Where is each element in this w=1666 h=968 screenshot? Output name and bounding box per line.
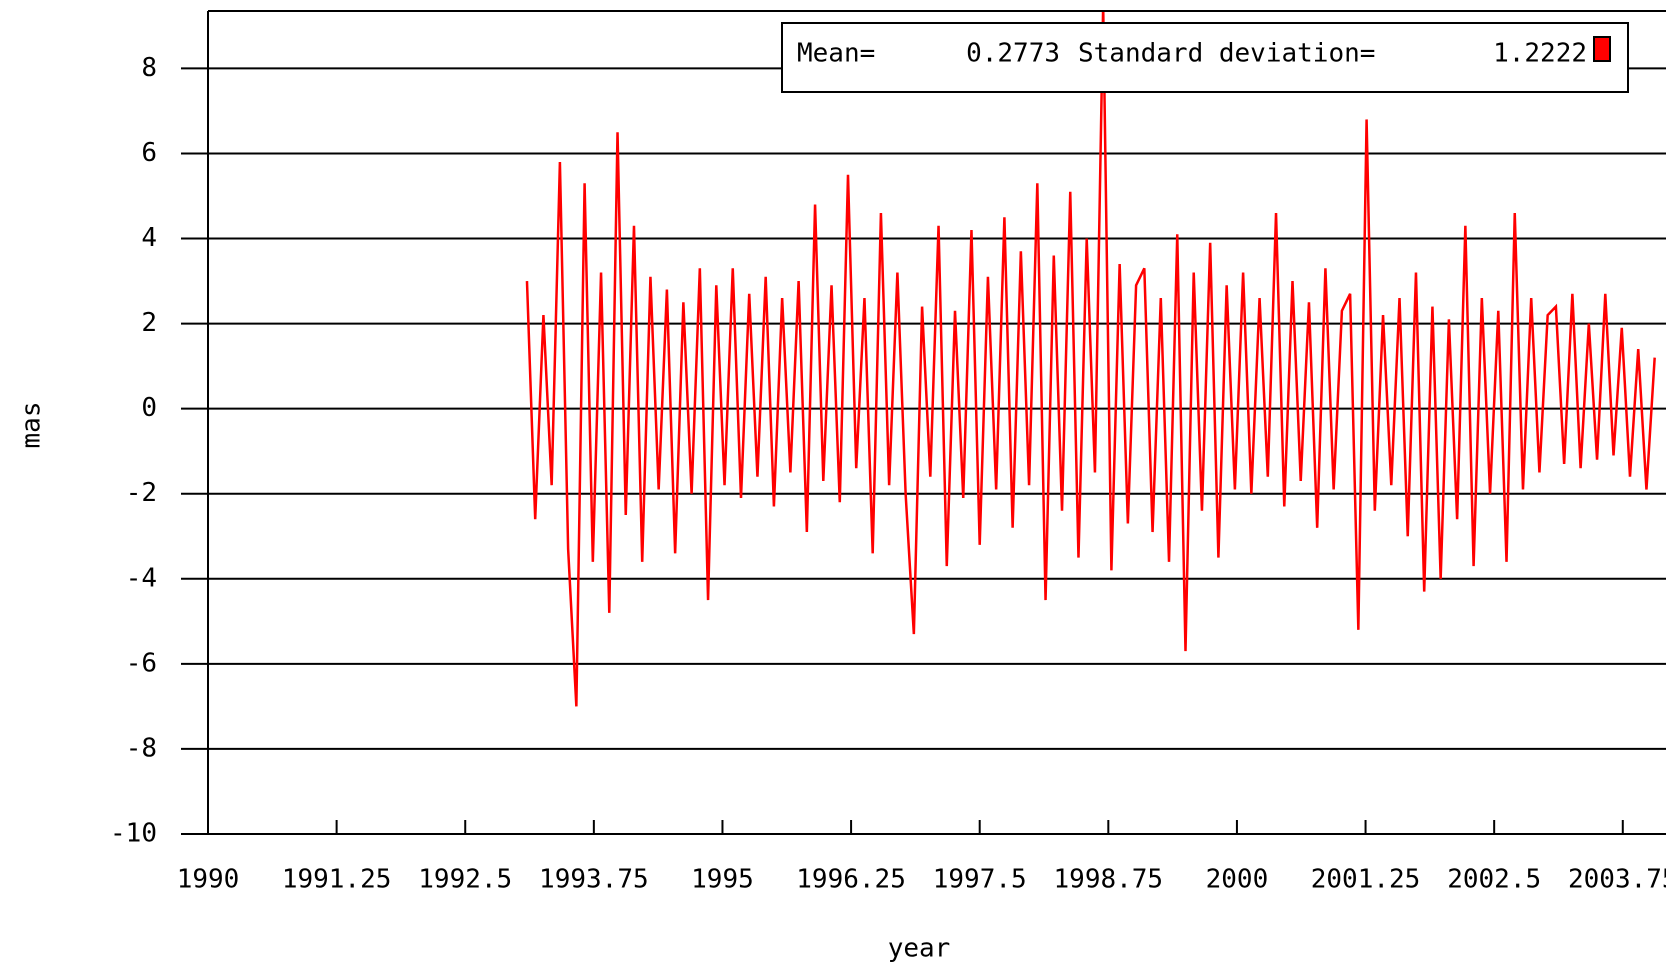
legend-mean: 0.2773 <box>966 39 1060 69</box>
y-tick-label: 0 <box>141 393 157 423</box>
grid <box>181 67 1666 835</box>
x-tick-label: 1998.75 <box>1054 865 1164 895</box>
legend-sd-label: Standard deviation= <box>1078 39 1375 69</box>
legend-sd: 1.2222 <box>1493 39 1587 69</box>
axes: -10 -8 -6 -4 -2 0 2 4 6 8 1990 1991.25 1992.5 1993.75… <box>110 10 1666 895</box>
x-tick-label: 2002.5 <box>1447 865 1541 895</box>
y-tick-label: 4 <box>141 223 157 253</box>
y-tick-label: -10 <box>110 819 157 849</box>
series-line <box>525 11 1656 707</box>
x-tick-label: 1993.75 <box>539 865 649 895</box>
legend-swatch <box>1593 36 1611 62</box>
legend: Mean= 0.2773 Standard deviation= 1.2222 <box>781 22 1629 93</box>
data <box>525 11 1656 707</box>
x-tick-label: 2001.25 <box>1311 865 1421 895</box>
y-tick-label: 2 <box>141 308 157 338</box>
legend-box <box>781 22 1629 93</box>
legend-mean-label: Mean= <box>797 39 875 69</box>
x-tick-label: 1991.25 <box>282 865 392 895</box>
y-tick-label: -4 <box>126 563 157 593</box>
y-axis-label: mas <box>17 402 47 449</box>
x-tick-label: 1997.5 <box>933 865 1027 895</box>
y-tick-label: -6 <box>126 648 157 678</box>
y-tick-label: 8 <box>141 53 157 83</box>
x-axis-label: year <box>888 934 951 964</box>
y-tick-label: -8 <box>126 733 157 763</box>
y-tick-label: -2 <box>126 478 157 508</box>
x-tick-label: 1995 <box>691 865 754 895</box>
y-tick-label: 6 <box>141 138 157 168</box>
x-tick-label: 1992.5 <box>418 865 512 895</box>
x-tick-label: 2000 <box>1206 865 1269 895</box>
x-tick-label: 1996.25 <box>796 865 906 895</box>
x-tick-label: 2003.75 <box>1568 865 1666 895</box>
x-tick-label: 1990 <box>177 865 240 895</box>
